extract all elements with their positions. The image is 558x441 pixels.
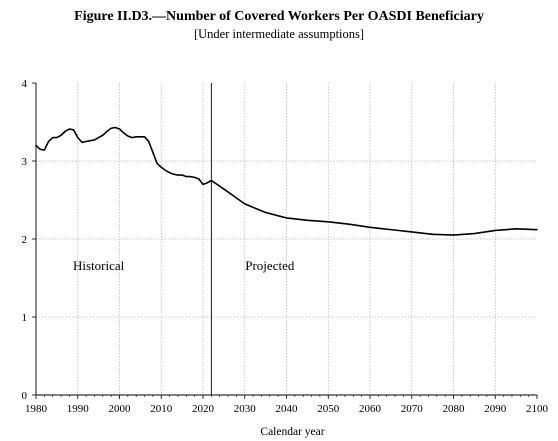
y-tick-label: 1	[22, 312, 28, 324]
x-tick-label: 1990	[67, 403, 90, 415]
chart-title: Figure II.D3.—Number of Covered Workers …	[74, 9, 484, 24]
annotation-label: Historical	[73, 258, 125, 273]
x-tick-label: 2000	[109, 403, 132, 415]
x-tick-label: 2010	[150, 403, 173, 415]
plot-frame	[35, 83, 537, 396]
series-layer	[35, 126, 538, 236]
x-tick-label: 1980	[25, 403, 48, 415]
y-tick-label: 3	[22, 156, 28, 168]
chart-subtitle: [Under intermediate assumptions]	[193, 27, 365, 41]
y-tick-label: 0	[22, 390, 28, 402]
x-tick-label: 2070	[401, 403, 424, 415]
series-line	[35, 126, 538, 236]
x-axis-title: Calendar year	[260, 426, 324, 438]
x-tick-label: 2020	[192, 403, 215, 415]
x-tick-label: 2050	[317, 403, 340, 415]
y-tick-label: 4	[22, 78, 28, 90]
tick-labels: 1980 1990 2000 2010 2020 2030 2040 2050 2060 2070…	[22, 78, 549, 415]
y-tick-label: 2	[22, 234, 28, 246]
x-tick-label: 2090	[484, 403, 507, 415]
x-tick-label: 2060	[359, 403, 382, 415]
x-tick-label: 2080	[443, 403, 466, 415]
x-tick-label: 2040	[276, 403, 299, 415]
x-tick-label: 2100	[526, 403, 549, 415]
gridlines	[36, 83, 537, 395]
annotation-label: Projected	[245, 258, 295, 273]
annotations: Historical Projected Calendar year	[73, 258, 325, 438]
x-tick-label: 2030	[234, 403, 257, 415]
